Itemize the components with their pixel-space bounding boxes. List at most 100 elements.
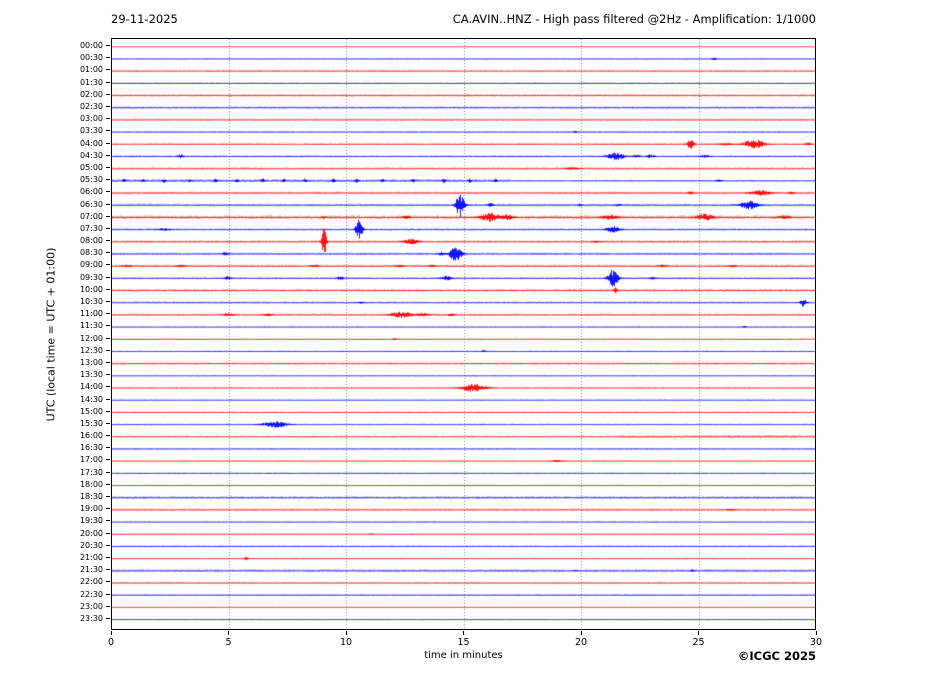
y-tick-label: 09:00: [79, 260, 103, 270]
y-tick-label: 03:30: [79, 126, 103, 136]
y-tick: [106, 81, 110, 83]
y-tick-label: 08:30: [79, 248, 103, 258]
x-tick: [110, 631, 112, 635]
x-tick: [698, 631, 699, 635]
y-tick-label: 19:30: [79, 516, 103, 526]
y-tick: [106, 240, 110, 242]
y-tick: [106, 496, 110, 498]
x-tick-label: 20: [574, 637, 588, 648]
x-tick: [228, 631, 229, 635]
y-tick-label: 03:00: [79, 114, 103, 124]
y-tick: [106, 435, 110, 437]
y-tick: [106, 374, 110, 376]
y-tick-label: 18:30: [79, 492, 103, 502]
x-tick-label: 15: [457, 637, 470, 648]
y-tick-label: 04:00: [79, 138, 103, 148]
y-tick: [106, 337, 110, 339]
y-tick-label: 10:00: [79, 284, 103, 294]
y-tick: [106, 508, 110, 510]
y-tick-label: 09:30: [79, 272, 103, 282]
y-tick: [106, 264, 110, 266]
x-tick-label: 5: [225, 637, 232, 648]
y-tick: [106, 422, 110, 424]
x-tick: [815, 631, 817, 635]
y-tick-label: 19:00: [79, 504, 103, 514]
y-tick-label: 12:00: [79, 333, 103, 343]
y-tick: [106, 227, 110, 229]
y-tick: [106, 276, 110, 278]
x-tick: [580, 631, 582, 635]
y-tick: [106, 106, 110, 108]
y-tick-label: 18:00: [79, 479, 103, 489]
y-tick: [106, 520, 110, 522]
y-tick: [106, 154, 110, 156]
y-tick: [106, 166, 110, 168]
y-tick: [106, 447, 110, 449]
y-tick-label: 22:00: [79, 577, 103, 587]
y-tick-label: 20:00: [79, 528, 103, 538]
y-tick-label: 07:30: [79, 223, 103, 233]
y-tick-label: 20:30: [79, 540, 103, 550]
y-tick-label: 02:00: [79, 89, 103, 99]
y-tick-label: 10:30: [79, 297, 103, 307]
y-tick-label: 12:30: [79, 345, 103, 355]
y-tick: [106, 386, 110, 388]
y-tick: [106, 45, 110, 47]
page-title: CA.AVIN..HNZ - High pass filtered @2Hz -…: [452, 12, 816, 26]
y-tick-label: 11:00: [79, 309, 103, 319]
y-tick: [106, 581, 110, 583]
y-tick-label: 05:00: [79, 162, 103, 172]
y-tick: [106, 617, 110, 619]
y-tick: [106, 410, 110, 412]
y-tick: [106, 288, 110, 290]
x-axis-label: time in minutes: [424, 650, 503, 661]
y-tick-label: 14:30: [79, 394, 103, 404]
y-tick-label: 16:30: [79, 443, 103, 453]
y-tick: [106, 544, 110, 546]
y-tick-label: 01:00: [79, 65, 103, 75]
y-tick: [106, 398, 110, 400]
y-tick-label: 22:30: [79, 589, 103, 599]
y-tick-label: 13:30: [79, 370, 103, 380]
y-tick: [106, 142, 110, 144]
y-tick: [106, 130, 110, 132]
y-tick-label: 16:00: [79, 431, 103, 441]
y-tick: [106, 605, 110, 607]
y-tick-label: 15:30: [79, 418, 103, 428]
traces-canvas: [112, 39, 815, 629]
y-tick-label: 11:30: [79, 321, 103, 331]
y-tick-label: 15:00: [79, 406, 103, 416]
y-tick: [106, 593, 110, 595]
x-tick-label: 25: [692, 637, 705, 648]
x-tick: [345, 631, 347, 635]
y-tick: [106, 215, 110, 217]
y-tick: [106, 471, 110, 473]
y-tick-label: 06:00: [79, 187, 103, 197]
y-tick: [106, 532, 110, 534]
x-tick-label: 30: [809, 637, 823, 648]
x-tick-label: 10: [339, 637, 353, 648]
y-tick-label: 21:00: [79, 552, 103, 562]
copyright-label: ©ICGC 2025: [737, 649, 816, 663]
y-tick: [106, 325, 110, 327]
y-tick-label: 17:30: [79, 467, 103, 477]
y-tick-label: 08:00: [79, 236, 103, 246]
y-tick-label: 23:30: [79, 613, 103, 623]
x-tick-label: 0: [107, 637, 115, 648]
y-tick-label: 05:30: [79, 175, 103, 185]
y-tick: [106, 69, 110, 71]
y-tick-label: 04:30: [79, 150, 103, 160]
y-tick-label: 23:00: [79, 601, 103, 611]
y-tick: [106, 191, 110, 193]
y-tick-label: 21:30: [79, 565, 103, 575]
y-tick: [106, 179, 110, 181]
y-tick-label: 02:30: [79, 102, 103, 112]
y-tick: [106, 118, 110, 120]
x-tick: [463, 631, 464, 635]
y-tick-label: 00:00: [79, 41, 103, 51]
y-tick: [106, 483, 110, 485]
y-tick: [106, 203, 110, 205]
y-tick-label: 14:00: [79, 382, 103, 392]
y-tick: [106, 301, 110, 303]
